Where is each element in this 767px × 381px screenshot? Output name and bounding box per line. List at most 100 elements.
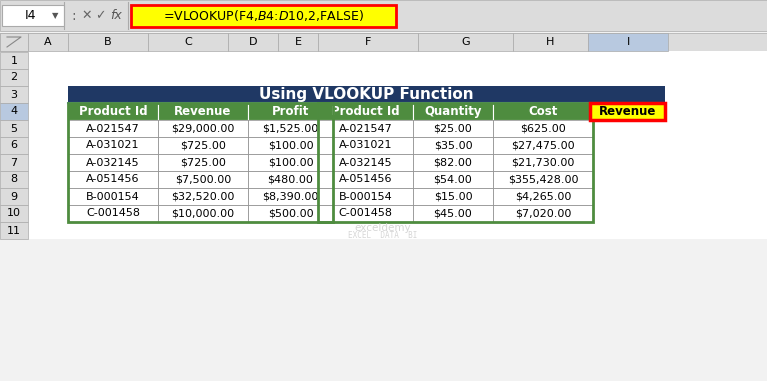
Text: A-031021: A-031021 <box>339 141 392 150</box>
Text: $15.00: $15.00 <box>433 192 472 202</box>
Text: $10,000.00: $10,000.00 <box>172 208 235 218</box>
Text: $7,020.00: $7,020.00 <box>515 208 571 218</box>
Text: C: C <box>184 37 192 47</box>
Bar <box>68 171 158 188</box>
Text: $500.00: $500.00 <box>268 208 313 218</box>
Text: ✕: ✕ <box>82 9 92 22</box>
Text: 1: 1 <box>11 56 18 66</box>
Bar <box>228 33 278 51</box>
Bar <box>493 120 593 137</box>
Bar <box>0 103 28 120</box>
Bar <box>493 154 593 171</box>
Bar <box>413 137 493 154</box>
Bar <box>68 154 158 171</box>
Bar <box>248 205 333 222</box>
Text: $100.00: $100.00 <box>268 157 313 168</box>
Bar <box>2 5 64 26</box>
Text: $45.00: $45.00 <box>433 208 472 218</box>
Text: 10: 10 <box>7 208 21 218</box>
Bar <box>318 154 413 171</box>
Text: G: G <box>461 37 470 47</box>
Bar <box>413 154 493 171</box>
Bar <box>28 51 767 239</box>
Bar <box>413 103 493 120</box>
Bar <box>278 33 318 51</box>
Text: 5: 5 <box>11 123 18 133</box>
Bar <box>0 205 28 222</box>
Text: ▼: ▼ <box>51 11 58 20</box>
Bar <box>158 154 248 171</box>
Text: D: D <box>249 37 257 47</box>
Text: $725.00: $725.00 <box>180 157 226 168</box>
Bar <box>0 86 28 103</box>
Bar <box>413 205 493 222</box>
Bar <box>68 103 158 120</box>
Text: $1,525.00: $1,525.00 <box>262 123 318 133</box>
Text: I: I <box>627 37 630 47</box>
Text: E: E <box>295 37 301 47</box>
Text: fx: fx <box>110 9 122 22</box>
Bar <box>158 137 248 154</box>
Bar <box>493 188 593 205</box>
Bar <box>588 33 668 51</box>
Bar <box>318 120 413 137</box>
Bar <box>158 188 248 205</box>
Bar <box>0 137 28 154</box>
Text: $725.00: $725.00 <box>180 141 226 150</box>
Bar <box>0 154 28 171</box>
Text: $7,500.00: $7,500.00 <box>175 174 231 184</box>
Bar <box>0 33 767 51</box>
Bar <box>0 188 28 205</box>
Bar <box>493 171 593 188</box>
Text: 11: 11 <box>7 226 21 235</box>
Bar <box>413 120 493 137</box>
Bar <box>248 137 333 154</box>
Bar <box>0 0 767 31</box>
Text: Quantity: Quantity <box>424 105 482 118</box>
Bar <box>0 120 28 137</box>
Text: $355,428.00: $355,428.00 <box>508 174 578 184</box>
Bar <box>68 103 333 222</box>
Bar <box>318 137 413 154</box>
Bar <box>513 33 588 51</box>
Text: H: H <box>546 37 555 47</box>
Bar <box>318 103 593 222</box>
Bar <box>318 33 418 51</box>
Text: Revenue: Revenue <box>174 105 232 118</box>
Text: Product Id: Product Id <box>79 105 147 118</box>
Bar <box>131 5 396 27</box>
Text: exceldemy: exceldemy <box>354 223 411 233</box>
Text: $54.00: $54.00 <box>433 174 472 184</box>
Text: F: F <box>365 37 371 47</box>
Text: $8,390.00: $8,390.00 <box>262 192 318 202</box>
Bar <box>158 205 248 222</box>
Text: C-001458: C-001458 <box>86 208 140 218</box>
Bar <box>318 171 413 188</box>
Text: A-051456: A-051456 <box>86 174 140 184</box>
Bar <box>158 171 248 188</box>
Text: A-021547: A-021547 <box>86 123 140 133</box>
Text: I4: I4 <box>25 9 36 22</box>
Text: Revenue: Revenue <box>599 105 657 118</box>
Bar <box>413 188 493 205</box>
Bar <box>68 188 158 205</box>
Text: A-032145: A-032145 <box>339 157 392 168</box>
Text: $25.00: $25.00 <box>433 123 472 133</box>
Text: C-001458: C-001458 <box>338 208 393 218</box>
Bar <box>68 137 158 154</box>
Bar <box>248 171 333 188</box>
Text: $35.00: $35.00 <box>433 141 472 150</box>
Text: A-051456: A-051456 <box>339 174 392 184</box>
Text: EXCEL  DATA  BI: EXCEL DATA BI <box>348 232 418 240</box>
Text: A-031021: A-031021 <box>86 141 140 150</box>
Bar <box>418 33 513 51</box>
Bar <box>148 33 228 51</box>
Text: A-032145: A-032145 <box>86 157 140 168</box>
Bar <box>0 33 28 51</box>
Text: B: B <box>104 37 112 47</box>
Bar <box>590 103 665 120</box>
Text: 7: 7 <box>11 157 18 168</box>
Text: ✓: ✓ <box>95 9 105 22</box>
Text: B-000154: B-000154 <box>86 192 140 202</box>
Text: $4,265.00: $4,265.00 <box>515 192 571 202</box>
